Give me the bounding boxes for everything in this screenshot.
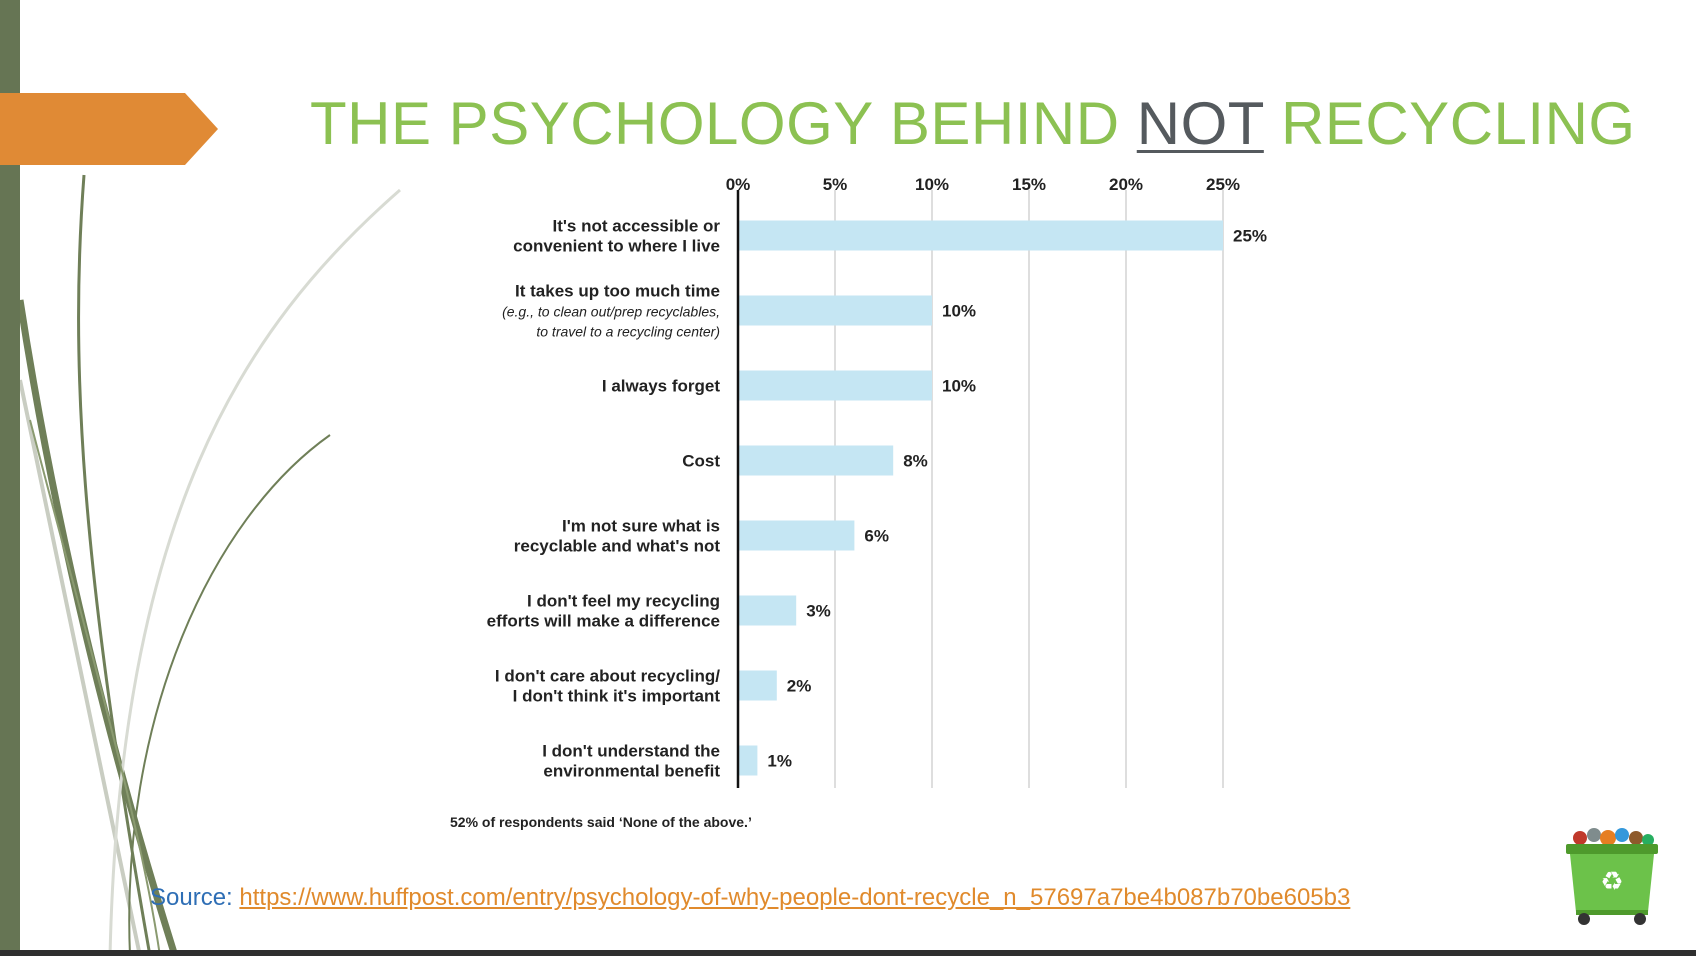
bar <box>738 370 932 401</box>
slide-title: THE PSYCHOLOGY BEHIND NOT RECYCLING <box>310 86 1635 162</box>
x-tick-label: 10% <box>915 175 949 194</box>
category-label: It's not accessible or <box>553 217 721 236</box>
category-label: I don't care about recycling/ <box>495 667 720 686</box>
bar <box>738 520 855 551</box>
bar <box>738 220 1223 251</box>
title-emphasis: NOT <box>1136 90 1264 157</box>
bar-value-label: 3% <box>806 602 831 621</box>
x-tick-label: 15% <box>1012 175 1046 194</box>
bar-value-label: 6% <box>864 527 889 546</box>
bar <box>738 295 932 326</box>
category-label: convenient to where I live <box>513 237 720 256</box>
bar-chart-svg: 0% 5% 10% 15% 20% 25% 25% It's not accessible o… <box>487 175 1267 788</box>
x-tick-label: 20% <box>1109 175 1143 194</box>
category-label: I always forget <box>602 377 720 396</box>
category-label: recyclable and what's not <box>514 537 721 556</box>
category-label: It takes up too much time <box>515 282 720 301</box>
bar <box>738 670 777 701</box>
bar-value-label: 25% <box>1233 227 1267 246</box>
decorative-swooshes <box>16 174 401 956</box>
category-label: I don't feel my recycling <box>527 592 720 611</box>
x-tick-label: 0% <box>726 175 751 194</box>
category-label: (e.g., to clean out/prep recyclables, <box>502 304 720 320</box>
category-label: environmental benefit <box>543 762 720 781</box>
bar <box>738 595 797 626</box>
category-label: to travel to a recycling center) <box>536 324 720 340</box>
orange-tab-arrow <box>0 93 218 165</box>
chart-footnote: 52% of respondents said ‘None of the abo… <box>450 814 752 830</box>
source-label: Source: <box>150 884 240 911</box>
left-accent-bar <box>0 0 20 956</box>
category-label: I don't think it's important <box>513 687 721 706</box>
bar <box>738 745 758 776</box>
x-tick-label: 5% <box>823 175 848 194</box>
category-label: I'm not sure what is <box>562 517 720 536</box>
bar-value-label: 10% <box>942 377 976 396</box>
category-label: I don't understand the <box>542 742 720 761</box>
bar-value-label: 8% <box>903 452 928 471</box>
title-part2: RECYCLING <box>1263 90 1636 157</box>
bar-value-label: 2% <box>787 677 812 696</box>
bar <box>738 445 894 476</box>
bar-value-label: 10% <box>942 302 976 321</box>
category-label: Cost <box>682 452 720 471</box>
title-part1: THE PSYCHOLOGY BEHIND <box>310 90 1137 157</box>
svg-text:♻: ♻ <box>1600 867 1623 897</box>
recycling-bin-icon: ♻ <box>1566 828 1658 925</box>
x-tick-label: 25% <box>1206 175 1240 194</box>
source-line: Source: https://www.huffpost.com/entry/p… <box>150 884 1350 912</box>
bottom-rule <box>0 950 1696 956</box>
bar-chart: 0% 5% 10% 15% 20% 25% 25% It's not accessible o… <box>420 168 1320 848</box>
category-label: efforts will make a difference <box>487 612 720 631</box>
bar-value-label: 1% <box>767 752 792 771</box>
source-link[interactable]: https://www.huffpost.com/entry/psycholog… <box>239 884 1351 911</box>
